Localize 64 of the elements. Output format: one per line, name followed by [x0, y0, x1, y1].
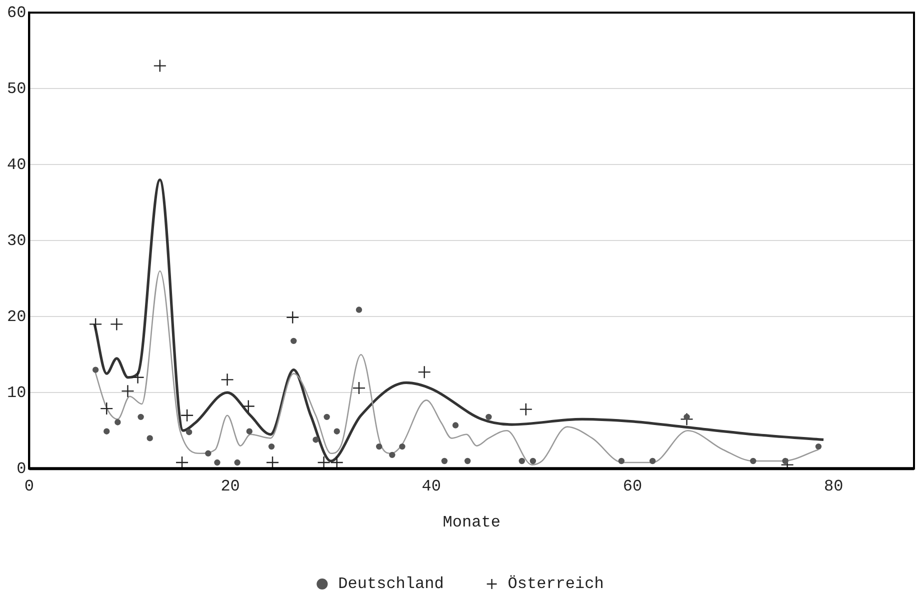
point — [266, 456, 280, 469]
y-tick-label: 40 — [7, 156, 26, 174]
y-tick-label: 50 — [7, 80, 26, 98]
y-tick-label: 30 — [7, 232, 26, 250]
point — [114, 419, 121, 426]
point — [680, 412, 694, 426]
y-tick-label: 60 — [7, 4, 26, 22]
point — [286, 310, 300, 324]
point — [121, 384, 134, 398]
point — [175, 456, 189, 469]
y-tick-label: 0 — [16, 460, 26, 478]
point — [649, 458, 656, 464]
point — [100, 402, 114, 416]
point — [618, 458, 625, 464]
point — [92, 366, 99, 373]
x-axis-title: Monate — [442, 514, 500, 532]
point — [324, 414, 330, 420]
point — [234, 459, 240, 466]
point — [334, 428, 340, 434]
x-tick-label: 20 — [220, 477, 240, 496]
point — [138, 414, 144, 420]
point — [214, 459, 220, 466]
line-series — [93, 178, 825, 462]
point — [356, 306, 362, 313]
point — [110, 318, 124, 331]
point — [452, 422, 459, 428]
x-tick-label: 60 — [622, 477, 642, 496]
point — [530, 458, 536, 464]
point — [376, 443, 382, 450]
y-tick-label: 10 — [7, 384, 26, 402]
point — [815, 443, 822, 450]
point — [246, 428, 252, 434]
x-tick-label: 80 — [824, 477, 844, 496]
point — [268, 443, 275, 450]
point — [205, 450, 212, 456]
point — [180, 408, 194, 422]
point — [242, 400, 255, 413]
point — [684, 414, 690, 420]
point — [312, 436, 319, 443]
legend-label: Österreich — [508, 575, 604, 594]
point — [441, 458, 448, 464]
point — [220, 373, 234, 386]
point — [518, 458, 525, 464]
point — [399, 443, 406, 450]
y-tick-label: 20 — [7, 308, 26, 326]
point — [131, 370, 144, 384]
point — [317, 456, 330, 469]
point — [464, 458, 471, 464]
point — [153, 59, 167, 72]
point — [418, 365, 431, 379]
point — [88, 318, 102, 331]
point — [186, 429, 192, 436]
point — [352, 381, 366, 395]
point — [146, 435, 153, 442]
point — [750, 458, 756, 464]
x-tick-label: 40 — [422, 477, 441, 496]
point — [519, 402, 532, 416]
point — [330, 456, 344, 469]
point — [389, 452, 396, 458]
point — [290, 338, 297, 344]
point — [782, 458, 788, 464]
legend-label: Deutschland — [338, 575, 444, 594]
point — [104, 428, 110, 434]
point — [486, 414, 492, 420]
